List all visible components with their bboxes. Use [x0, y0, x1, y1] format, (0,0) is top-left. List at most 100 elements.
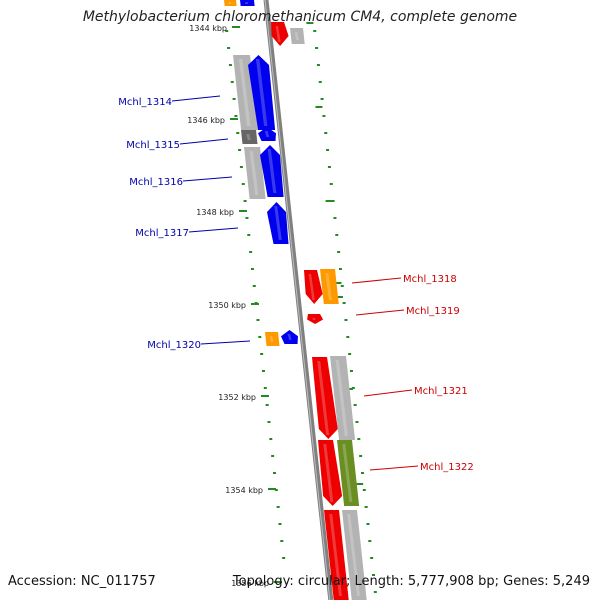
- gene-label-text[interactable]: Mchl_1314: [118, 97, 172, 108]
- gene-feature[interactable]: [244, 147, 266, 199]
- gene-feature[interactable]: [342, 510, 367, 600]
- track-dot: [280, 540, 284, 542]
- scale-tick: [268, 488, 276, 490]
- topology-text: Topology: circular; Length: 5,777,908 bp…: [232, 574, 590, 589]
- genome-backbone: [263, 0, 334, 600]
- track-dot: [344, 319, 348, 321]
- backbone-line: [263, 0, 334, 600]
- gene-feature[interactable]: [248, 55, 276, 130]
- track-dot: [261, 370, 265, 372]
- track-dot: [340, 285, 344, 287]
- gene-feature[interactable]: [240, 0, 255, 6]
- leader-line: [182, 176, 233, 182]
- track-dot: [335, 234, 339, 236]
- gene-label-mchl-1321[interactable]: Mchl_1321: [363, 386, 468, 397]
- gene-label-text[interactable]: Mchl_1321: [414, 386, 468, 397]
- gene-label-text[interactable]: Mchl_1318: [403, 274, 457, 285]
- track-dot: [241, 183, 245, 185]
- gene-feature[interactable]: [241, 130, 258, 144]
- track-dot: [265, 404, 269, 406]
- track-dot: [236, 132, 240, 134]
- gene-label-mchl-1322[interactable]: Mchl_1322: [369, 462, 474, 473]
- gene-label-text[interactable]: Mchl_1322: [420, 462, 474, 473]
- scale-label: 1356 kbp: [231, 579, 269, 588]
- gene-label-mchl-1317[interactable]: Mchl_1317: [135, 227, 239, 239]
- track-dot: [322, 115, 326, 117]
- gene-feature[interactable]: [318, 440, 343, 506]
- track-dot: [263, 387, 267, 389]
- track-dot: [353, 404, 357, 406]
- track-dot: [337, 251, 341, 253]
- scale-ticks: 1344 kbp 1346 kbp 1348 kbp 1350 kbp 1352 kbp…: [187, 22, 364, 588]
- track-dot: [269, 438, 273, 440]
- gene-feature[interactable]: [267, 202, 289, 244]
- track-dot: [260, 353, 264, 355]
- scale-label: 1346 kbp: [187, 116, 225, 125]
- gene-label-mchl-1318[interactable]: Mchl_1318: [351, 274, 457, 285]
- gene-label-text[interactable]: Mchl_1317: [135, 228, 189, 239]
- scale-tick: [261, 395, 269, 397]
- scale-tick: [232, 26, 240, 28]
- gene-label-text[interactable]: Mchl_1316: [129, 177, 183, 188]
- track-dot: [225, 30, 229, 32]
- track-dot: [271, 455, 275, 457]
- gene-feature[interactable]: [304, 270, 323, 304]
- track-dot: [370, 557, 374, 559]
- scale-label: 1344 kbp: [189, 24, 227, 33]
- track-dot: [249, 251, 253, 253]
- scale-tick: [230, 118, 238, 120]
- track-dot: [360, 472, 364, 474]
- gene-feature[interactable]: [290, 28, 305, 44]
- leader-line: [363, 389, 413, 397]
- gene-labels: Mchl_1314 Mchl_1315 Mchl_1316 Mchl_1317 Mchl…: [118, 95, 474, 473]
- gene-label-mchl-1320[interactable]: Mchl_1320: [147, 340, 251, 351]
- track-dot: [252, 285, 256, 287]
- gene-feature[interactable]: [330, 356, 356, 440]
- track-dot: [232, 98, 236, 100]
- gene-feature[interactable]: [337, 440, 360, 506]
- gene-label-mchl-1315[interactable]: Mchl_1315: [126, 138, 229, 151]
- gene-label-mchl-1316[interactable]: Mchl_1316: [129, 176, 233, 188]
- gene-label-text[interactable]: Mchl_1315: [126, 140, 180, 151]
- track-dot: [359, 455, 363, 457]
- scale-label: 1350 kbp: [208, 301, 246, 310]
- gene-feature[interactable]: [281, 330, 298, 344]
- track-dot: [329, 183, 333, 185]
- leader-line: [200, 340, 251, 345]
- gene-feature[interactable]: [258, 127, 276, 141]
- track-dot: [331, 200, 335, 202]
- leader-line: [171, 95, 221, 102]
- track-dot: [342, 302, 346, 304]
- gene-label-mchl-1319[interactable]: Mchl_1319: [355, 306, 460, 317]
- gene-feature[interactable]: [324, 510, 349, 600]
- leader-line: [179, 138, 229, 145]
- track-dot: [227, 47, 231, 49]
- gene-feature[interactable]: [260, 145, 284, 197]
- track-dot: [316, 64, 320, 66]
- gene-feature[interactable]: [265, 332, 280, 346]
- track-dot: [239, 166, 243, 168]
- map-title: Methylobacterium chloromethanicum CM4, c…: [82, 9, 518, 25]
- gene-feature[interactable]: [307, 314, 324, 324]
- gene-feature[interactable]: [312, 357, 338, 439]
- track-dot: [349, 370, 353, 372]
- gene-label-mchl-1314[interactable]: Mchl_1314: [118, 95, 221, 108]
- track-dot: [247, 234, 251, 236]
- gene-feature[interactable]: [271, 22, 289, 46]
- track-dot: [272, 472, 276, 474]
- track-dot: [258, 336, 262, 338]
- track-dot: [282, 557, 286, 559]
- track-dot: [364, 506, 368, 508]
- gene-label-text[interactable]: Mchl_1320: [147, 340, 201, 351]
- track-dot: [230, 81, 234, 83]
- track-dot: [324, 132, 328, 134]
- gene-feature[interactable]: [320, 269, 339, 304]
- track-dot: [274, 489, 278, 491]
- scale-tick: [239, 210, 247, 212]
- gene-feature[interactable]: [224, 0, 237, 6]
- track-dot: [315, 47, 319, 49]
- scale-label: 1354 kbp: [225, 486, 263, 495]
- gene-label-text[interactable]: Mchl_1319: [406, 306, 460, 317]
- track-dot: [318, 81, 322, 83]
